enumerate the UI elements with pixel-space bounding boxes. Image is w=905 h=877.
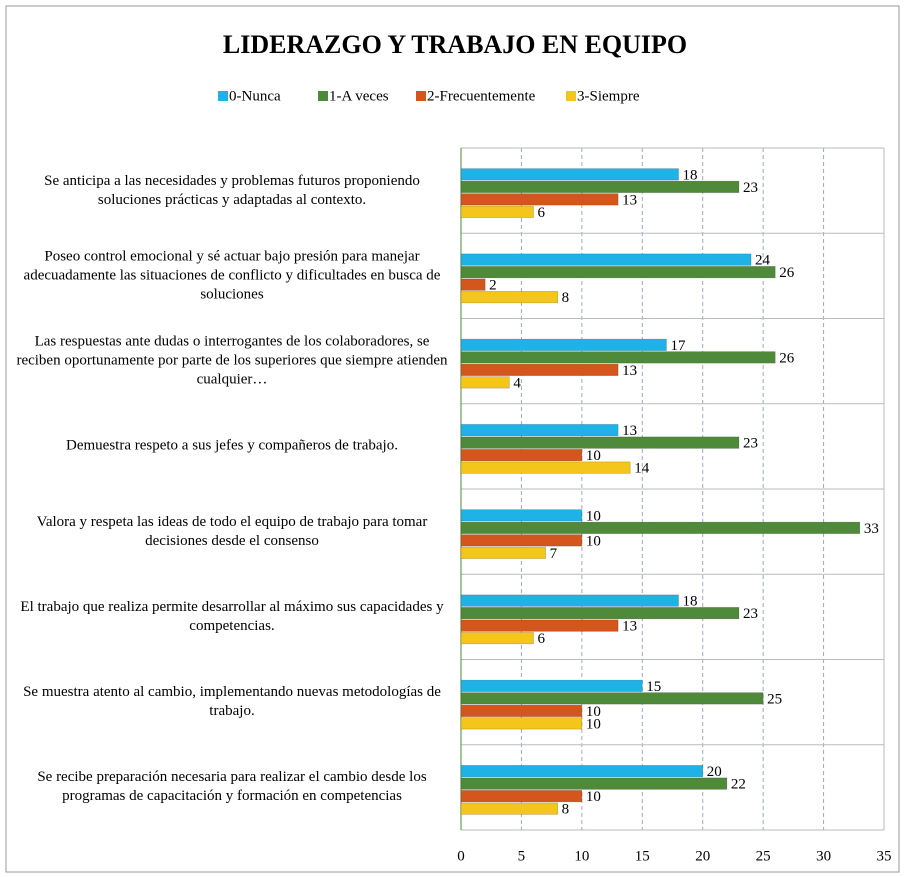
- bar: [460, 424, 619, 437]
- bar: [460, 436, 740, 449]
- value-label: 10: [586, 448, 601, 464]
- bar: [460, 449, 583, 462]
- bar: [460, 338, 667, 351]
- bar: [460, 679, 643, 692]
- bar: [460, 790, 583, 803]
- category-label: El trabajo que realiza permite desarroll…: [20, 598, 444, 634]
- value-label: 13: [622, 192, 637, 208]
- bar: [460, 278, 486, 291]
- bar: [460, 266, 776, 279]
- x-tick-label: 10: [574, 848, 589, 864]
- value-label: 33: [864, 521, 879, 537]
- x-tick-label: 35: [877, 848, 892, 864]
- category-label: Demuestra respeto a sus jefes y compañer…: [66, 437, 398, 454]
- bar: [460, 205, 534, 218]
- value-label: 15: [646, 679, 661, 695]
- bar: [460, 351, 776, 364]
- x-tick-label: 0: [457, 848, 465, 864]
- bar: [460, 607, 740, 620]
- value-label: 6: [538, 205, 546, 221]
- bar: [460, 692, 764, 705]
- value-label: 2: [489, 278, 497, 294]
- legend-label: 0-Nunca: [229, 88, 281, 104]
- value-label: 8: [562, 290, 570, 306]
- x-tick-label: 30: [816, 848, 831, 864]
- legend-swatch: [318, 91, 328, 101]
- value-label: 13: [622, 423, 637, 439]
- value-label: 23: [743, 436, 758, 452]
- category-label: Se muestra atento al cambio, implementan…: [23, 684, 441, 720]
- category-label: Valora y respeta las ideas de todo el eq…: [36, 513, 428, 549]
- category-label: Poseo control emocional y sé actuar bajo…: [23, 248, 441, 303]
- value-label: 8: [562, 802, 570, 818]
- legend-swatch: [218, 91, 228, 101]
- value-label: 4: [513, 375, 521, 391]
- legend-swatch: [416, 91, 426, 101]
- value-label: 23: [743, 180, 758, 196]
- value-label: 13: [622, 363, 637, 379]
- value-label: 18: [683, 167, 698, 183]
- value-label: 23: [743, 606, 758, 622]
- bar: [460, 534, 583, 547]
- legend-label: 2-Frecuentemente: [427, 88, 536, 104]
- category-label: Las respuestas ante dudas o interrogante…: [16, 333, 448, 388]
- value-label: 10: [586, 789, 601, 805]
- chart-title: LIDERAZGO Y TRABAJO EN EQUIPO: [223, 30, 687, 59]
- value-label: 10: [586, 508, 601, 524]
- x-tick-label: 5: [518, 848, 526, 864]
- value-label: 24: [755, 253, 771, 269]
- value-label: 22: [731, 777, 746, 793]
- bar: [460, 777, 728, 790]
- value-label: 17: [670, 338, 686, 354]
- bar: [460, 180, 740, 193]
- x-tick-label: 25: [756, 848, 771, 864]
- bar: [460, 717, 583, 730]
- bar: [460, 802, 558, 815]
- bar: [460, 765, 704, 778]
- legend-label: 3-Siempre: [577, 88, 640, 104]
- bar: [460, 632, 534, 645]
- value-label: 25: [767, 691, 782, 707]
- bar: [460, 704, 583, 717]
- value-label: 13: [622, 619, 637, 635]
- value-label: 26: [779, 350, 795, 366]
- legend-label: 1-A veces: [329, 88, 389, 104]
- bar: [460, 619, 619, 632]
- bar: [460, 521, 861, 534]
- bar: [460, 363, 619, 376]
- value-label: 18: [683, 594, 698, 610]
- value-label: 7: [550, 546, 558, 562]
- legend-swatch: [566, 91, 576, 101]
- bar: [460, 168, 679, 181]
- bar: [460, 376, 510, 389]
- x-tick-label: 15: [635, 848, 650, 864]
- frame: [5, 5, 900, 873]
- bar: [460, 461, 631, 474]
- value-label: 26: [779, 265, 795, 281]
- x-tick-label: 20: [695, 848, 710, 864]
- bar: [460, 193, 619, 206]
- bar: [460, 509, 583, 522]
- value-label: 6: [538, 631, 546, 647]
- bar: [460, 546, 546, 559]
- category-label: Se anticipa a las necesidades y problema…: [44, 172, 420, 208]
- bar: [460, 594, 679, 607]
- value-label: 10: [586, 704, 601, 720]
- value-label: 10: [586, 716, 601, 732]
- value-label: 14: [634, 461, 650, 477]
- category-label: Se recibe preparación necesaria para rea…: [37, 769, 427, 805]
- bar: [460, 253, 752, 266]
- bar: [460, 291, 558, 304]
- value-label: 20: [707, 764, 722, 780]
- value-label: 10: [586, 533, 601, 549]
